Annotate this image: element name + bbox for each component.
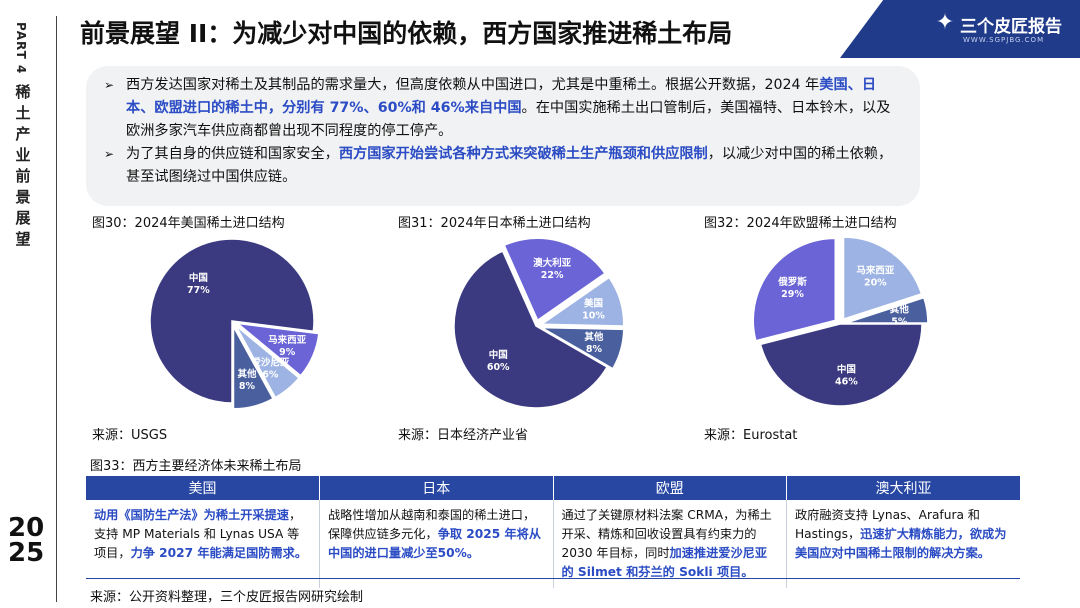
cell-highlight: 力争 2027 年能满足国防需求。 <box>130 546 308 560</box>
cell-text: 政府融资支持 Lynas、Arafura 和 Hastings， <box>795 508 980 541</box>
slice-value-label: 5% <box>891 317 908 328</box>
arrow-bullet-icon: ➢ <box>104 78 115 92</box>
slice-label: 爱沙尼亚 <box>251 356 290 368</box>
section-title-char: 稀 <box>15 83 31 101</box>
slice-label: 中国 <box>837 363 856 375</box>
slice-label: 中国 <box>189 272 208 284</box>
book-mark-icon: ✦ <box>935 10 955 35</box>
table-cell-us: 动用《国防生产法》为稀土开采提速，支持 MP Materials 和 Lynas… <box>86 500 320 588</box>
slice-value-label: 6% <box>262 369 279 380</box>
cell-text: 战略性增加从越南和泰国的稀土进口，保障供应链多元化， <box>328 508 536 541</box>
chart-title-japan: 图31：2024年日本稀土进口结构 <box>398 216 591 231</box>
table-cell-japan: 战略性增加从越南和泰国的稀土进口，保障供应链多元化，争取 2025 年将从中国的… <box>319 500 554 588</box>
pie-slice <box>503 237 606 322</box>
logo-text: 三个皮匠报告 <box>960 17 1062 37</box>
slice-value-label: 8% <box>586 344 603 355</box>
section-title: 稀 土 产 业 前 景 展 望 <box>12 82 34 250</box>
slice-value-label: 10% <box>582 311 605 322</box>
brand-logo: ✦ 三个皮匠报告 WWW.SGPJBG.COM <box>840 0 1080 58</box>
bullet-highlight: 美国、日本、欧盟进口的稀土中，分别有 77%、60%和 46%来自中国 <box>126 77 877 116</box>
divider-line <box>56 16 57 602</box>
footer-source: 来源：公开资料整理，三个皮匠报告网研究绘制 <box>90 590 364 605</box>
year-part: 20 <box>8 513 45 543</box>
future-layout-table: 美国 日本 欧盟 澳大利亚 动用《国防生产法》为稀土开采提速，支持 MP Mat… <box>86 476 1020 588</box>
table-header-us: 美国 <box>86 476 320 500</box>
pie-slice <box>235 322 320 377</box>
table-title: 图33：西方主要经济体未来稀土布局 <box>90 459 302 474</box>
slice-value-label: 22% <box>541 270 564 281</box>
page-title: 前景展望 II：为减少对中国的依赖，西方国家推进稀土布局 <box>80 19 733 48</box>
table-header-japan: 日本 <box>319 476 554 500</box>
chart-source-us: 来源：USGS <box>92 428 168 443</box>
bullet-item: ➢ 为了其自身的供应链和国家安全，西方国家开始尝试各种方式来突破稀土生产瓶颈和供应… <box>104 143 902 189</box>
table-header-australia: 澳大利亚 <box>786 476 1020 500</box>
section-title-char: 望 <box>15 230 31 248</box>
pie-slice <box>842 236 923 321</box>
section-title-char: 业 <box>15 146 31 164</box>
slice-label: 其他 <box>237 368 257 380</box>
bullet-text: 。在中国实施稀土出口管制后，美国福特、日本铃木，以及欧洲多家汽车供应商都曾出现不… <box>126 100 891 139</box>
pie-slice <box>149 238 315 404</box>
slice-label: 马来西亚 <box>268 334 307 346</box>
slice-label: 澳大利亚 <box>533 257 572 269</box>
bullet-text: 西方发达国家对稀土及其制品的需求量大，但高度依赖从中国进口，尤其是中重稀土。根据… <box>126 77 820 93</box>
table-header-row: 美国 日本 欧盟 澳大利亚 <box>86 476 1020 500</box>
cell-highlight: 争取 2025 年将从中国的进口量减少至50%。 <box>328 527 542 560</box>
year-part: 25 <box>8 538 45 568</box>
section-title-char: 前 <box>15 167 31 185</box>
pie-slice <box>235 325 301 399</box>
slice-value-label: 8% <box>239 381 256 392</box>
sidebar: PART 4 稀 土 产 业 前 景 展 望 20 25 <box>0 0 48 608</box>
table-bottom-rule <box>86 578 1020 579</box>
slice-label: 俄罗斯 <box>777 276 807 288</box>
cell-text: 通过了关键原材料法案 CRMA，为稀土开采、精炼和回收设置具有约束力的 2030… <box>561 508 772 560</box>
arrow-bullet-icon: ➢ <box>104 147 115 161</box>
slice-label: 美国 <box>583 298 603 310</box>
section-title-char: 景 <box>15 188 31 206</box>
pie-slice <box>453 250 609 409</box>
pie-slice <box>539 276 625 327</box>
table-row: 动用《国防生产法》为稀土开采提速，支持 MP Materials 和 Lynas… <box>86 500 1020 588</box>
section-title-char: 产 <box>15 125 31 143</box>
bullet-highlight: 西方国家开始尝试各种方式来突破稀土生产瓶颈和供应限制 <box>338 146 708 162</box>
slice-label: 中国 <box>489 349 508 361</box>
slice-value-label: 77% <box>187 285 210 296</box>
pie-slice <box>759 323 923 407</box>
bullet-text: 为了其自身的供应链和国家安全， <box>126 146 339 162</box>
bullet-text: ，以减少对中国的稀土依赖，甚至试图绕过中国供应链。 <box>126 146 893 185</box>
pie-slice <box>752 237 837 342</box>
chart-title-us: 图30：2024年美国稀土进口结构 <box>92 216 285 231</box>
year-label: 20 25 <box>8 513 45 568</box>
section-title-char: 土 <box>15 104 31 122</box>
cell-text: ，支持 MP Materials 和 Lynas USA 等项目， <box>94 508 302 560</box>
table-cell-eu: 通过了关键原材料法案 CRMA，为稀土开采、精炼和回收设置具有约束力的 2030… <box>553 500 787 588</box>
cell-highlight: 加速推进爱沙尼亚的 Silmet 和芬兰的 Sokli 项目。 <box>561 546 768 579</box>
cell-highlight: 动用《国防生产法》为稀土开采提速 <box>94 508 289 522</box>
pie-slice <box>232 326 275 410</box>
slice-label: 马来西亚 <box>856 264 895 276</box>
table-header-eu: 欧盟 <box>553 476 787 500</box>
chart-title-eu: 图32：2024年欧盟稀土进口结构 <box>704 216 897 231</box>
pie-slice <box>845 296 929 324</box>
chart-source-japan: 来源：日本经济产业省 <box>398 428 529 443</box>
chart-source-eu: 来源：Eurostat <box>704 428 798 443</box>
slice-value-label: 9% <box>279 347 296 358</box>
slice-value-label: 20% <box>864 277 887 288</box>
logo-subtext: WWW.SGPJBG.COM <box>963 36 1045 44</box>
pie-slice <box>541 326 625 370</box>
section-title-char: 展 <box>15 209 31 227</box>
table-cell-australia: 政府融资支持 Lynas、Arafura 和 Hastings，迅速扩大精炼能力… <box>787 500 1021 588</box>
slice-value-label: 46% <box>835 376 858 387</box>
slice-label: 其他 <box>584 331 604 343</box>
summary-panel: ➢ 西方发达国家对稀土及其制品的需求量大，但高度依赖从中国进口，尤其是中重稀土。根… <box>86 66 920 206</box>
part-label: PART 4 <box>14 22 28 75</box>
slice-value-label: 29% <box>781 289 804 300</box>
slice-label: 其他 <box>890 304 910 316</box>
cell-highlight: 迅速扩大精炼能力，欲成为美国应对中国稀土限制的解决方案。 <box>795 527 1007 560</box>
bullet-item: ➢ 西方发达国家对稀土及其制品的需求量大，但高度依赖从中国进口，尤其是中重稀土。根… <box>104 74 902 143</box>
slice-value-label: 60% <box>487 362 510 373</box>
